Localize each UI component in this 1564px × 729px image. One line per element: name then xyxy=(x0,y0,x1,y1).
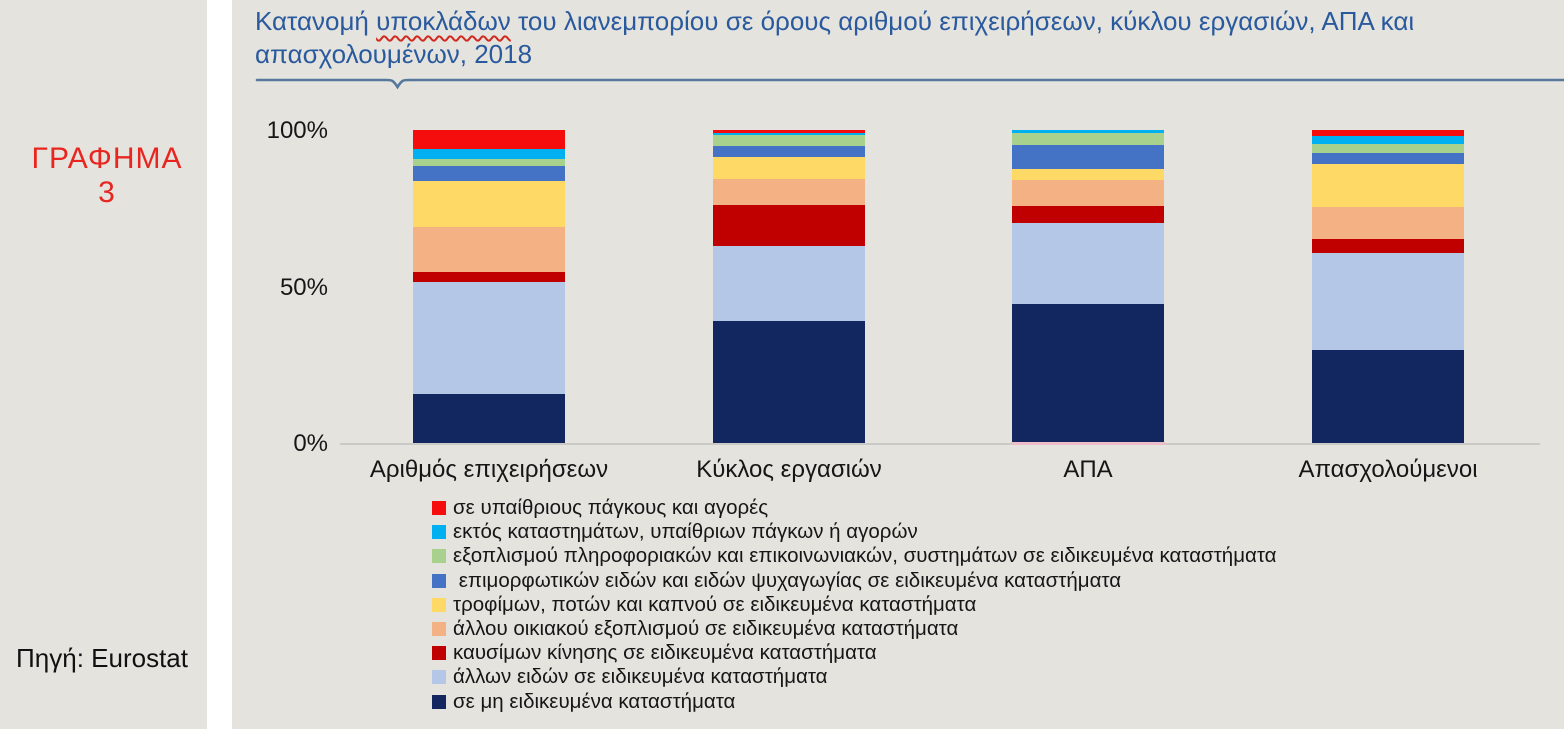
bar-segment xyxy=(713,321,865,443)
y-tick-label: 0% xyxy=(293,430,328,457)
bar-segment xyxy=(713,135,865,146)
legend-label: επιμορφωτικών ειδών και ειδών ψυχαγωγίας… xyxy=(453,568,1122,592)
legend-item: άλλου οικιακού εξοπλισμού σε ειδικευμένα… xyxy=(432,617,1277,641)
bar-segment xyxy=(413,149,565,160)
bar-segment xyxy=(413,227,565,273)
legend-item: καυσίμων κίνησης σε ειδικευμένα καταστήμ… xyxy=(432,641,1277,665)
bar-segment xyxy=(713,156,865,180)
x-axis-label-1: Αριθμός επιχειρήσεων xyxy=(369,456,609,483)
title-separator-line xyxy=(255,78,1564,90)
x-axis-label-2: Κύκλος εργασιών xyxy=(696,456,882,483)
legend-label: καυσίμων κίνησης σε ειδικευμένα καταστήμ… xyxy=(453,641,877,665)
bar-segment xyxy=(1312,349,1464,443)
bar-segment xyxy=(1312,136,1464,145)
legend-item: επιμορφωτικών ειδών και ειδών ψυχαγωγίας… xyxy=(432,569,1277,593)
bar-segment xyxy=(413,159,565,167)
chart-legend: σε υπαίθριους πάγκους και αγορές εκτός κα… xyxy=(432,496,1277,714)
bar-segment xyxy=(413,166,565,182)
legend-item: άλλων ειδών σε ειδικευμένα καταστήματα xyxy=(432,665,1277,689)
chart-title: Κατανομή υποκλάδων του λιανεμπορίου σε ό… xyxy=(255,5,1555,71)
bar-segment xyxy=(1012,130,1164,133)
bar-segment xyxy=(713,205,865,247)
legend-label: σε υπαίθριους πάγκους και αγορές xyxy=(453,496,769,520)
figure-label: ΓΡΑΦΗΜΑ 3 xyxy=(31,142,183,209)
bar-segment xyxy=(1012,180,1164,207)
bar-segment xyxy=(713,146,865,157)
y-tick-label: 100% xyxy=(266,117,328,144)
bar-segment xyxy=(413,393,565,443)
bar-segment xyxy=(713,132,865,136)
legend-swatch-icon xyxy=(432,694,446,709)
legend-swatch-icon xyxy=(432,646,446,661)
chart-panel: Κατανομή υποκλάδων του λιανεμπορίου σε ό… xyxy=(232,0,1564,729)
legend-label: εξοπλισμού πληροφοριακών και επικοινωνια… xyxy=(453,544,1277,568)
legend-swatch-icon xyxy=(432,525,446,540)
bar-segment xyxy=(1012,303,1164,443)
bar-segment xyxy=(1012,132,1164,145)
bar-segment xyxy=(413,130,565,150)
bar-segment xyxy=(1312,144,1464,153)
bar-segment xyxy=(1012,222,1164,304)
legend-item: σε μη ειδικευμένα καταστήματα xyxy=(432,690,1277,714)
legend-swatch-icon xyxy=(432,573,446,588)
bar-segment xyxy=(713,246,865,322)
bar-segment xyxy=(1012,169,1164,181)
legend-swatch-icon xyxy=(432,670,446,685)
bar-segment xyxy=(1012,206,1164,223)
bar-segment xyxy=(1312,252,1464,350)
bar-segment xyxy=(713,179,865,206)
bar-segment xyxy=(413,181,565,228)
bar-segment xyxy=(1312,130,1464,136)
legend-label: άλλων ειδών σε ειδικευμένα καταστήματα xyxy=(453,665,828,689)
legend-swatch-icon xyxy=(432,501,446,516)
title-misspelled-word: υποκλάδων xyxy=(376,6,511,36)
legend-label: σε μη ειδικευμένα καταστήματα xyxy=(453,689,736,713)
legend-swatch-icon xyxy=(432,549,446,564)
bar-segment xyxy=(413,272,565,283)
legend-label: τροφίμων, ποτών και καπνού σε ειδικευμέν… xyxy=(453,592,977,616)
legend-swatch-icon xyxy=(432,597,446,612)
legend-item: τροφίμων, ποτών και καπνού σε ειδικευμέν… xyxy=(432,593,1277,617)
y-tick-label: 50% xyxy=(279,273,328,301)
stacked-bar-2 xyxy=(713,130,865,443)
bar-segment xyxy=(713,130,865,133)
bar-segment xyxy=(1012,144,1164,170)
x-axis-label-4: Απασχολούμενοι xyxy=(1298,456,1478,483)
title-part2: του λιανεμπορίου σε όρους αριθμού επιχει… xyxy=(255,6,1415,69)
stacked-bar-1 xyxy=(413,130,565,443)
legend-item: εκτός καταστημάτων, υπαίθριων πάγκων ή α… xyxy=(432,520,1277,544)
legend-swatch-icon xyxy=(432,622,446,637)
plot-area xyxy=(340,130,1540,445)
bar-segment xyxy=(1312,239,1464,253)
title-part1: Κατανομή xyxy=(255,6,377,36)
bar-segment xyxy=(413,282,565,394)
left-sidebar: ΓΡΑΦΗΜΑ 3 Πηγή: Eurostat xyxy=(0,0,207,729)
legend-label: άλλου οικιακού εξοπλισμού σε ειδικευμένα… xyxy=(453,617,959,641)
source-label: Πηγή: Eurostat xyxy=(16,643,188,673)
legend-item: σε υπαίθριους πάγκους και αγορές xyxy=(432,496,1277,520)
bar-segment xyxy=(1312,164,1464,208)
stacked-bar-3 xyxy=(1012,130,1164,443)
legend-label: εκτός καταστημάτων, υπαίθριων πάγκων ή α… xyxy=(453,520,918,544)
bar-segment xyxy=(1312,152,1464,165)
bar-segment xyxy=(1312,207,1464,240)
bar-baseline-accent xyxy=(1011,442,1165,445)
x-axis-label-3: ΑΠΑ xyxy=(1063,456,1113,483)
stacked-bar-4 xyxy=(1312,130,1464,443)
legend-item: εξοπλισμού πληροφοριακών και επικοινωνια… xyxy=(432,544,1277,568)
